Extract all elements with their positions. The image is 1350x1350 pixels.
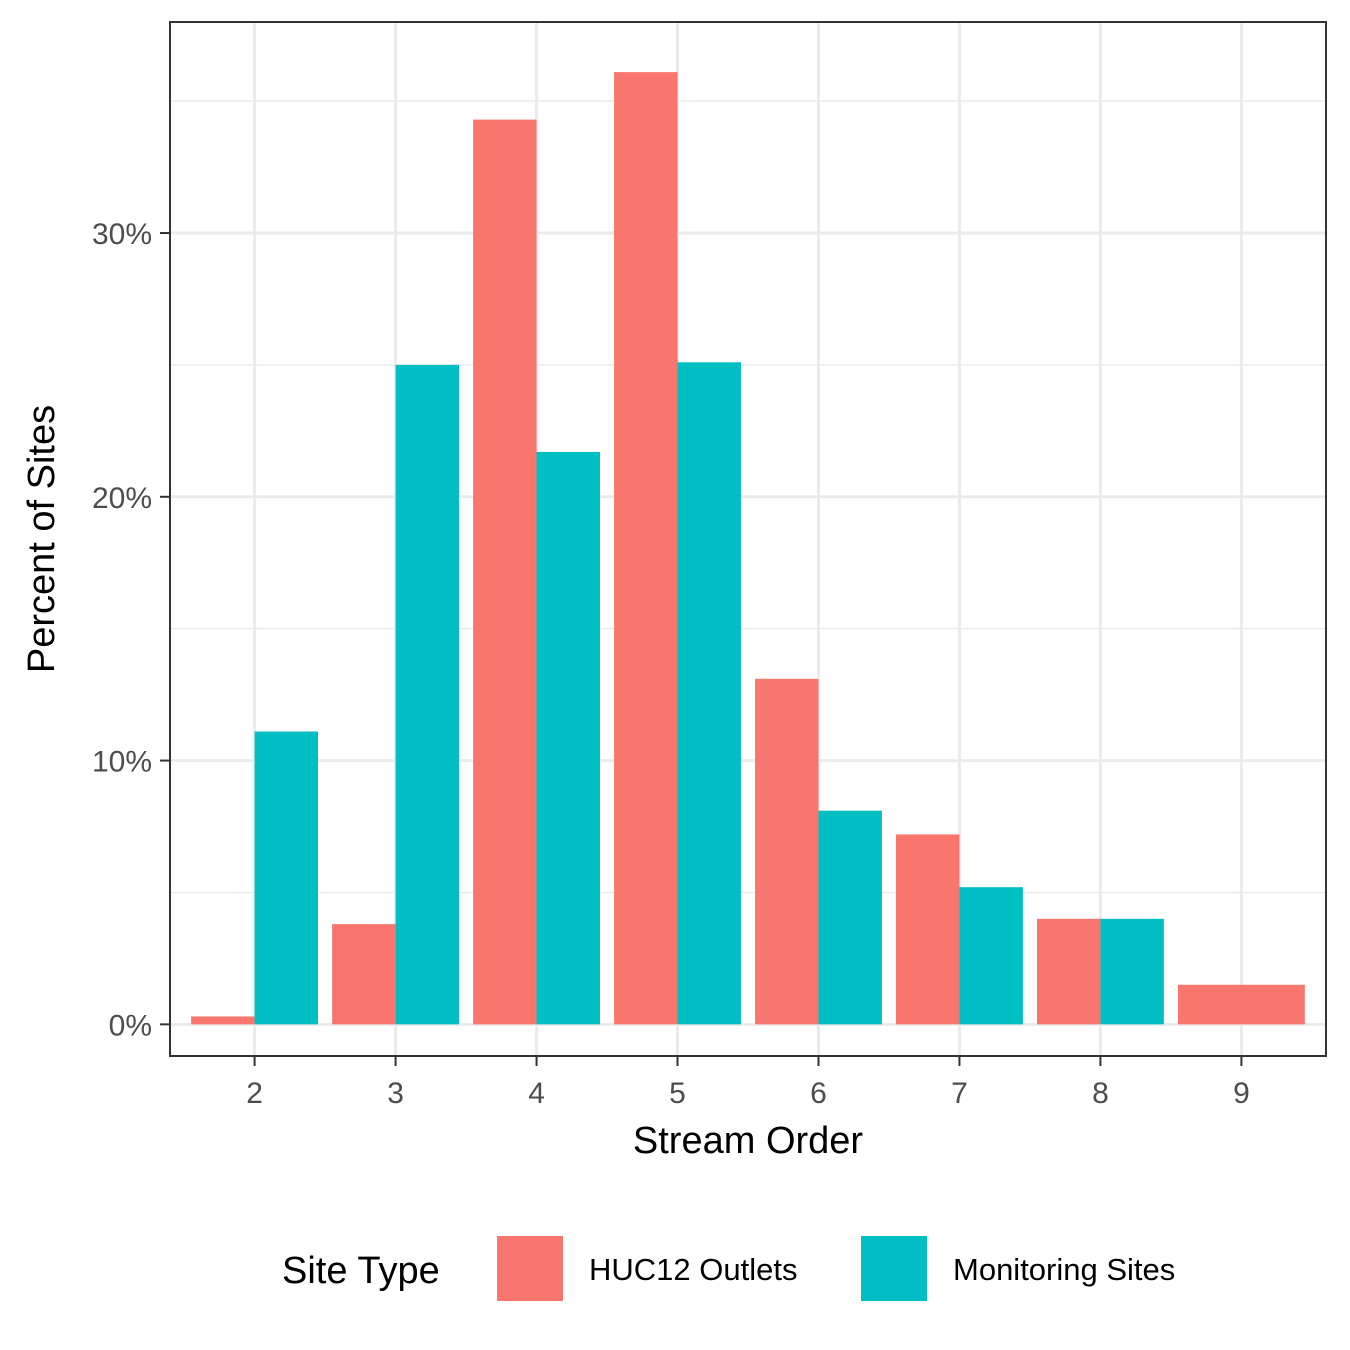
y-axis: 0% 10% 20% 30% [92, 218, 170, 1042]
bar-monitoring-sites-7 [959, 887, 1023, 1025]
legend: Site Type HUC12 Outlets Monitoring Sites [282, 1236, 1175, 1301]
y-tick-label: 30% [92, 218, 152, 251]
bar-huc12-outlets-4 [473, 119, 537, 1025]
bar-huc12-outlets-3 [332, 924, 396, 1025]
legend-label-monitoring-sites: Monitoring Sites [953, 1252, 1175, 1287]
panel-background [170, 22, 1326, 1056]
bar-huc12-outlets-8 [1037, 918, 1101, 1025]
panel-border [169, 21, 1327, 1057]
bar-monitoring-sites-5 [677, 362, 741, 1025]
bar-monitoring-sites-2 [254, 731, 319, 1025]
y-tick-label: 10% [92, 746, 152, 779]
x-axis-title: Stream Order [633, 1120, 864, 1162]
bar-monitoring-sites-6 [818, 810, 882, 1025]
legend-key-monitoring-sites [861, 1236, 927, 1301]
bar-huc12-outlets-6 [755, 678, 819, 1025]
legend-key-huc12-outlets [497, 1236, 563, 1301]
x-axis: 2 3 4 5 6 7 8 9 [246, 1056, 1250, 1110]
bars [191, 72, 1305, 1025]
x-tick-label: 3 [387, 1077, 404, 1110]
bar-huc12-outlets-2 [191, 1016, 255, 1025]
bar-huc12-outlets-9 [1177, 984, 1305, 1025]
bar-monitoring-sites-8 [1100, 918, 1164, 1025]
x-tick-label: 6 [810, 1077, 827, 1110]
x-tick-label: 8 [1092, 1077, 1109, 1110]
y-axis-title: Percent of Sites [21, 405, 63, 673]
bar-huc12-outlets-7 [896, 834, 960, 1025]
x-tick-label: 9 [1233, 1077, 1250, 1110]
plot-panel [169, 21, 1327, 1057]
x-tick-label: 5 [669, 1077, 686, 1110]
bar-monitoring-sites-3 [395, 364, 459, 1025]
minor-gridlines [170, 100, 1326, 894]
y-tick-label: 0% [109, 1009, 152, 1042]
legend-items: HUC12 Outlets Monitoring Sites [497, 1236, 1175, 1301]
bar-monitoring-sites-4 [536, 451, 600, 1025]
legend-title: Site Type [282, 1250, 440, 1292]
legend-label-huc12-outlets: HUC12 Outlets [589, 1252, 797, 1287]
bar-huc12-outlets-5 [614, 72, 678, 1025]
y-tick-label: 20% [92, 482, 152, 515]
x-tick-label: 2 [246, 1077, 263, 1110]
x-tick-label: 4 [528, 1077, 545, 1110]
x-tick-label: 7 [951, 1077, 968, 1110]
